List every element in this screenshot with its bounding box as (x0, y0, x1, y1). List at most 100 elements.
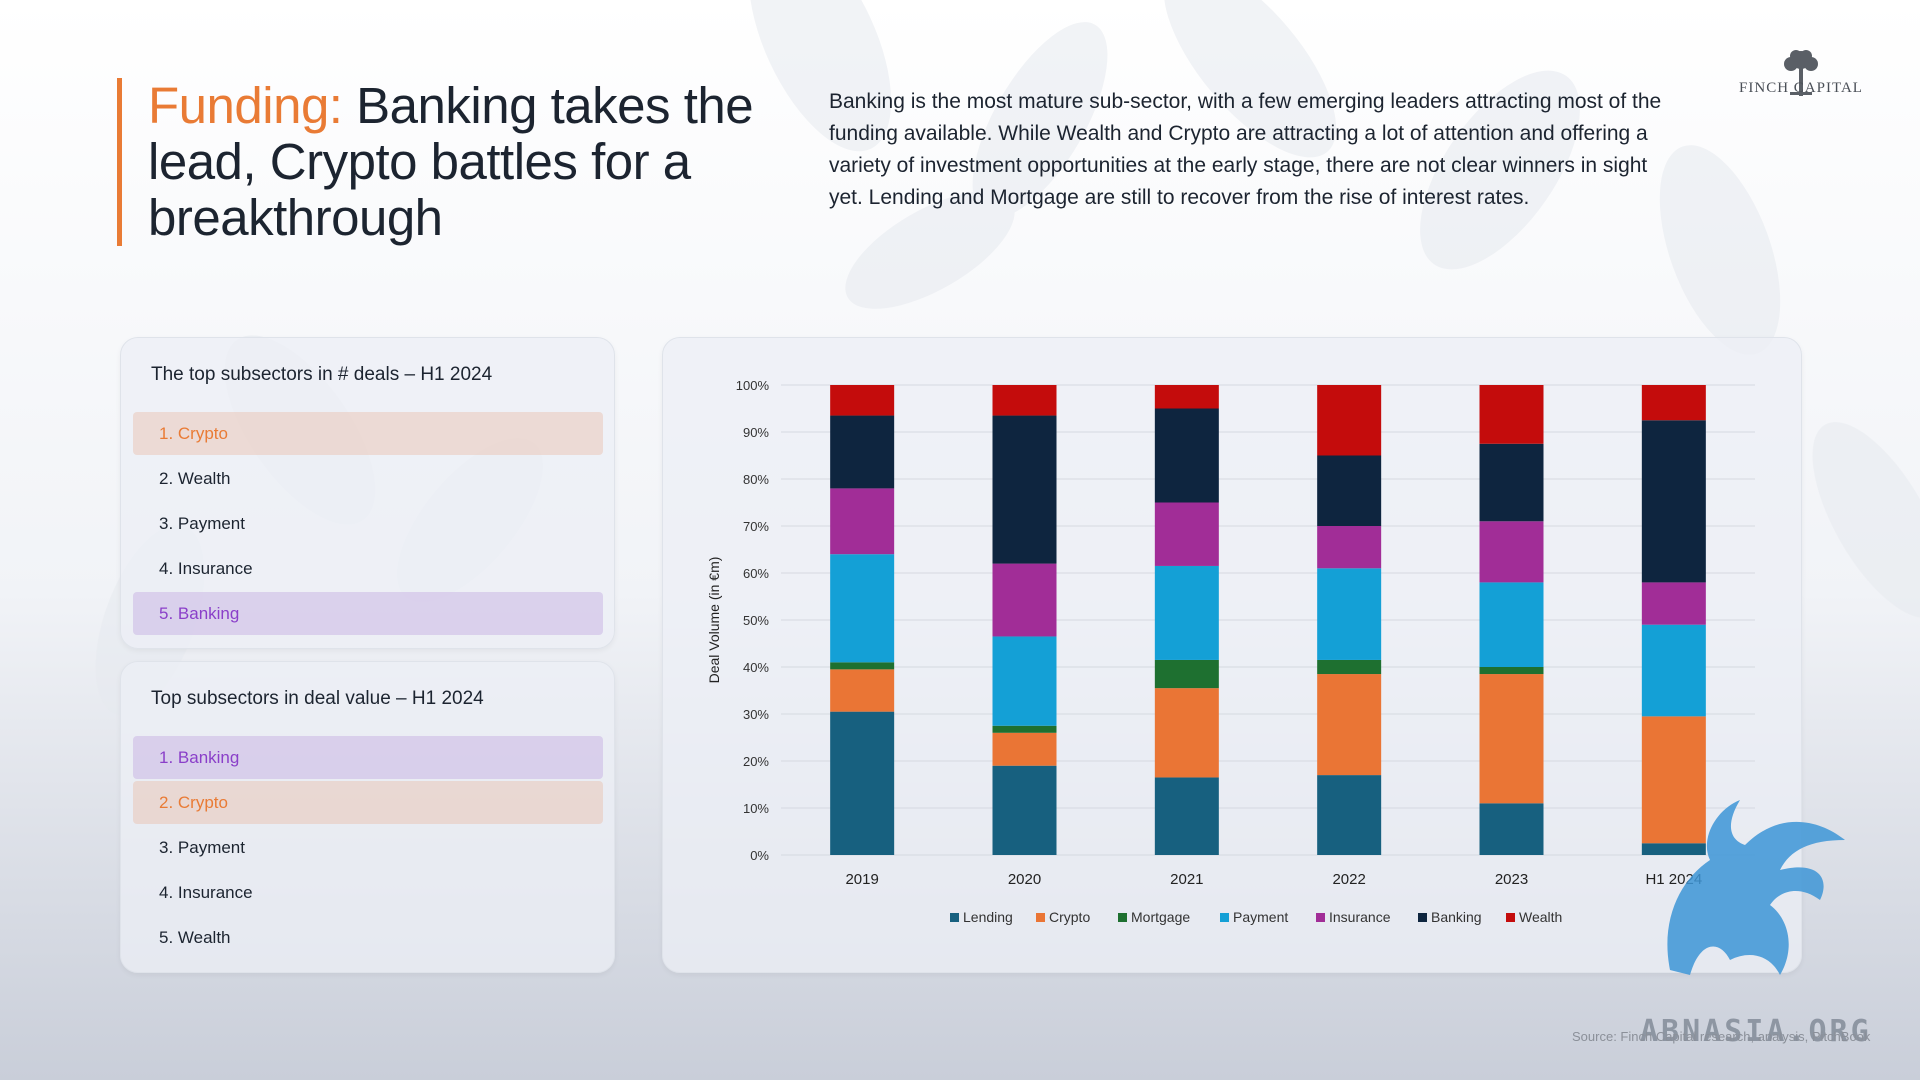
watermark-text: ABNASIA.ORG (1640, 1014, 1872, 1049)
list-item: 4. Insurance (159, 883, 253, 902)
bar-segment-crypto (1479, 674, 1544, 804)
legend-swatch (1506, 913, 1515, 922)
source-note: Source: Finch Capital research, analysis… (1572, 1029, 1871, 1044)
bar-segment-mortgage (992, 725, 1057, 733)
bar-segment-insurance (1317, 526, 1382, 569)
bar-segment-wealth (992, 385, 1057, 416)
legend-swatch (1418, 913, 1427, 922)
y-tick-label: 90% (743, 425, 769, 440)
deals-ranking-panel: The top subsectors in # deals – H1 2024 … (120, 337, 615, 649)
x-tick-label: 2020 (1008, 871, 1041, 888)
bar-segment-insurance (1641, 582, 1706, 625)
bar-segment-mortgage (1317, 659, 1382, 675)
value-ranking-panel: Top subsectors in deal value – H1 2024 1… (120, 661, 615, 973)
bar-segment-lending (1154, 777, 1219, 855)
y-tick-label: 80% (743, 472, 769, 487)
legend-swatch (950, 913, 959, 922)
bar-segment-insurance (1479, 521, 1544, 583)
y-tick-label: 0% (750, 848, 769, 863)
title-accent: Funding: (148, 77, 343, 134)
bar-segment-wealth (1641, 385, 1706, 421)
bar-segment-mortgage (1154, 659, 1219, 689)
intro-paragraph: Banking is the most mature sub-sector, w… (829, 90, 1662, 209)
legend-label: Banking (1431, 909, 1482, 925)
bar-segment-crypto (1154, 688, 1219, 778)
bar-segment-lending (1479, 803, 1544, 855)
bar-segment-wealth (1317, 385, 1382, 456)
list-item: 4. Insurance (159, 559, 253, 578)
bar-segment-insurance (1154, 502, 1219, 566)
griffin-watermark-icon (1667, 800, 1845, 975)
legend-swatch (1118, 913, 1127, 922)
legend-label: Insurance (1329, 909, 1391, 925)
bar-segment-lending (992, 765, 1057, 855)
bar-segment-crypto (1317, 674, 1382, 776)
bar-segment-wealth (1479, 385, 1544, 444)
bar-segment-payment (1317, 568, 1382, 660)
bar-segment-insurance (992, 563, 1057, 637)
list-item: 5. Wealth (159, 928, 231, 947)
y-tick-label: 30% (743, 707, 769, 722)
bar-segment-payment (1154, 565, 1219, 660)
bar-segment-payment (1479, 582, 1544, 667)
bar-segment-payment (1641, 624, 1706, 717)
x-tick-label: 2022 (1332, 871, 1365, 888)
y-tick-label: 40% (743, 660, 769, 675)
bar-segment-crypto (992, 732, 1057, 766)
bar-segment-payment (830, 554, 895, 663)
list-item: 3. Payment (159, 838, 245, 857)
bar-segment-banking (1154, 408, 1219, 503)
list-item: 1. Banking (133, 736, 603, 779)
bar-segment-mortgage (830, 662, 895, 670)
logo-text: FINCH CAPITAL (1739, 80, 1863, 96)
x-tick-label: 2023 (1495, 871, 1528, 888)
y-axis-label: Deal Volume (in €m) (706, 557, 722, 684)
bar-segment-lending (1317, 775, 1382, 855)
bar-segment-banking (1479, 443, 1544, 522)
tree-icon (1784, 50, 1818, 96)
deals-ranking-list: 1. Crypto 2. Wealth 3. Payment 4. Insura… (133, 412, 603, 637)
bar-segment-banking (992, 415, 1057, 564)
list-item: 3. Payment (159, 514, 245, 533)
list-item: 2. Wealth (159, 469, 231, 488)
legend-label: Wealth (1519, 909, 1562, 925)
deals-ranking-title: The top subsectors in # deals – H1 2024 (151, 364, 493, 385)
y-tick-label: 100% (736, 378, 770, 393)
x-tick-label: 2019 (845, 871, 878, 888)
bar-segment-payment (992, 636, 1057, 726)
y-tick-label: 60% (743, 566, 769, 581)
y-tick-label: 70% (743, 519, 769, 534)
bar-segment-wealth (830, 385, 895, 416)
chart-panel: 0% 10% 20% 30% 40% 50% 60% 70% 80% 90% 100% Deal Vo… (662, 337, 1802, 973)
value-ranking-list: 1. Banking 2. Crypto 3. Payment 4. Insur… (133, 736, 603, 961)
title-rest: Banking takes the lead, Crypto battles f… (148, 77, 754, 246)
legend-label: Mortgage (1131, 909, 1190, 925)
page-title: Funding: Banking takes the lead, Crypto … (148, 78, 788, 246)
legend-swatch (1220, 913, 1229, 922)
y-tick-label: 10% (743, 801, 769, 816)
value-ranking-title: Top subsectors in deal value – H1 2024 (151, 688, 484, 709)
list-item: 5. Banking (133, 592, 603, 635)
bar-segment-crypto (830, 669, 895, 712)
bar-segment-crypto (1641, 716, 1706, 844)
list-item: 2. Crypto (133, 781, 603, 824)
bar-segment-lending (1641, 843, 1706, 855)
legend-label: Lending (963, 909, 1013, 925)
y-tick-label: 50% (743, 613, 769, 628)
legend-swatch (1316, 913, 1325, 922)
legend-swatch (1036, 913, 1045, 922)
legend-label: Payment (1233, 909, 1288, 925)
bar-segment-banking (1641, 420, 1706, 583)
stacked-bar-chart: 0% 10% 20% 30% 40% 50% 60% 70% 80% 90% 100% Deal Vo… (706, 378, 1755, 925)
x-tick-label: 2021 (1170, 871, 1203, 888)
bar-segment-banking (830, 415, 895, 489)
legend-label: Crypto (1049, 909, 1090, 925)
bar-segment-banking (1317, 455, 1382, 526)
bar-segment-insurance (830, 488, 895, 555)
list-item: 1. Crypto (133, 412, 603, 455)
bar-segment-lending (830, 711, 895, 855)
finch-capital-logo: FINCH CAPITAL (1726, 48, 1876, 104)
bar-segment-wealth (1154, 385, 1219, 409)
y-tick-label: 20% (743, 754, 769, 769)
title-block: Funding: Banking takes the lead, Crypto … (117, 78, 788, 246)
